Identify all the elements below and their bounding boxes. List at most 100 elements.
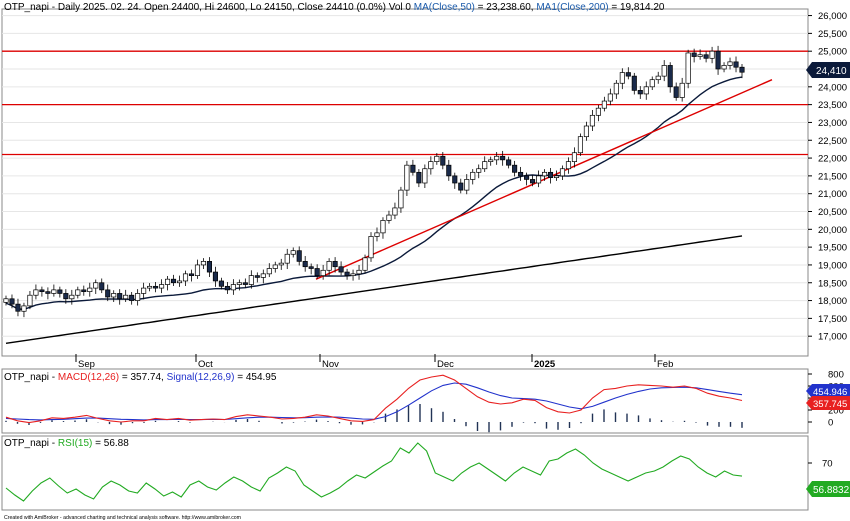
candle-body	[75, 289, 81, 296]
price-tick-label: 22,500	[818, 136, 847, 147]
candle-body	[176, 280, 183, 284]
candle-body	[153, 285, 159, 289]
candle-body	[571, 152, 578, 162]
signal-line	[5, 382, 743, 421]
macd-tick-label: 0	[828, 418, 833, 429]
candle-body	[709, 50, 715, 59]
main-header: OTP_napi - Daily 2025. 02. 24. Open 2440…	[4, 2, 665, 13]
rsi-panel-frame	[1, 435, 809, 511]
x-axis: Sep Oct Nov Dec 2025 Feb	[75, 354, 673, 370]
candle-body	[194, 264, 201, 276]
candle-body	[619, 72, 625, 84]
ma200-line-group	[5, 235, 743, 344]
price-panel-frame	[1, 8, 809, 357]
candle-body	[595, 107, 601, 116]
candle-body	[63, 293, 69, 300]
candle-body	[320, 269, 326, 276]
price-tick-label: 21,500	[818, 171, 847, 182]
candle-body	[512, 164, 518, 173]
candle-body	[188, 273, 195, 276]
price-tick-label: 25,500	[818, 29, 847, 40]
candle-body	[685, 52, 691, 84]
rsi-tag: 56.8832	[806, 481, 850, 497]
candle-body	[470, 171, 476, 180]
candle-body	[583, 125, 589, 138]
candle-body	[105, 289, 111, 298]
candle-body	[727, 61, 733, 66]
candle-body	[613, 82, 619, 95]
price-y-axis: 17,000 17,500 18,000 18,500 19,000 19,500 20,0…	[808, 11, 847, 343]
candle-body	[410, 164, 416, 173]
candle-body	[386, 214, 392, 221]
candle-body	[242, 282, 248, 285]
candle-body	[33, 289, 39, 296]
candle-body	[541, 171, 548, 177]
candle-body	[290, 250, 296, 255]
macd-header: OTP_napi - MACD(12,26) = 357.74, Signal(…	[4, 372, 277, 383]
candle-body	[446, 164, 452, 177]
candle-body	[703, 54, 709, 59]
candle-body	[254, 275, 260, 278]
candle-body	[57, 289, 63, 294]
candle-body	[625, 72, 631, 77]
candle-body	[655, 75, 661, 81]
price-tick-label: 21,000	[818, 189, 847, 200]
candle-body	[3, 298, 9, 303]
macd-tick-label: 800	[828, 370, 844, 381]
candle-body	[368, 236, 374, 259]
candle-body	[440, 155, 446, 166]
candle-body	[212, 271, 218, 282]
price-tick-label: 18,000	[818, 296, 847, 307]
candle-body	[452, 175, 458, 184]
price-tick-label: 18,500	[818, 278, 847, 289]
candle-body	[691, 52, 697, 57]
candle-body	[117, 293, 123, 300]
candle-body	[165, 278, 171, 285]
candle-body	[428, 161, 434, 170]
candle-body	[679, 82, 685, 98]
candle-body	[129, 294, 135, 301]
candle-body	[434, 155, 440, 162]
x-tick-label: Oct	[198, 359, 213, 370]
candle-body	[500, 155, 506, 161]
price-tag: 24,410	[806, 62, 850, 78]
candle-body	[15, 303, 21, 312]
candle-body	[374, 232, 380, 237]
candle-body	[39, 289, 45, 293]
candle-body	[643, 86, 649, 95]
candle-body	[488, 159, 494, 162]
price-tick-label: 17,500	[818, 314, 847, 325]
candle-body	[260, 273, 266, 278]
candle-body	[170, 278, 177, 284]
candle-body	[224, 285, 230, 291]
candle-body	[21, 305, 27, 312]
candle-body	[482, 161, 488, 170]
ma50-line	[5, 76, 743, 311]
candle-body	[218, 280, 224, 287]
candle-body	[248, 275, 254, 285]
candle-body	[147, 285, 153, 289]
candle-body	[392, 207, 398, 216]
rsi-header: OTP_napi - RSI(15) = 56.88	[4, 438, 129, 449]
macd-histogram	[5, 404, 743, 433]
candle-body	[45, 291, 51, 294]
ma200-line	[5, 235, 743, 344]
macd-lines	[5, 374, 743, 424]
candle-body	[422, 168, 428, 184]
ma50-line-group	[5, 76, 743, 311]
candle-body	[416, 171, 422, 184]
candle-body	[356, 269, 362, 275]
candle-body	[230, 284, 236, 291]
price-tick-label: 19,000	[818, 260, 847, 271]
candle-body	[266, 268, 272, 275]
candle-body	[344, 271, 350, 276]
x-tick-label: Nov	[322, 359, 339, 370]
candle-body	[739, 66, 745, 73]
candle-body	[715, 50, 721, 70]
rsi-tick-label: 70	[822, 459, 833, 470]
candle-body	[494, 155, 500, 161]
candle-body	[601, 100, 607, 109]
candle-body	[637, 90, 643, 95]
price-tick-label: 24,000	[818, 82, 847, 93]
